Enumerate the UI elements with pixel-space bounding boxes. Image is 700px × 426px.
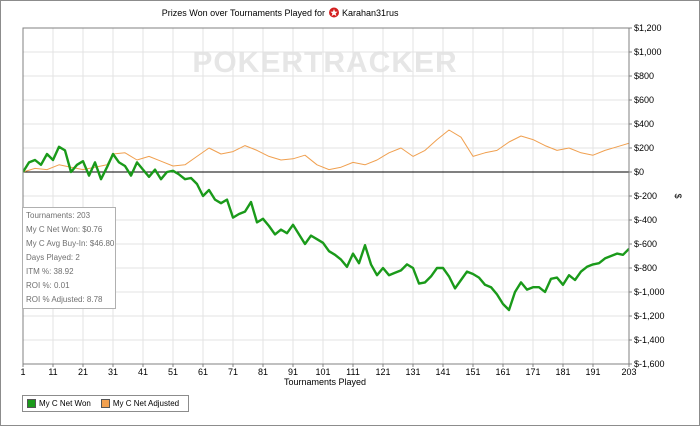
- watermark-text: POKERTRACKER: [192, 46, 457, 79]
- stat-line: My C Avg Buy-In: $46.80: [26, 239, 115, 248]
- series-line-net-adjusted: [23, 129, 629, 173]
- legend-swatch-orange-icon: [100, 399, 110, 408]
- x-tick-label: 51: [168, 367, 178, 377]
- stat-line: ROI %: 0.01: [26, 281, 70, 290]
- legend-label: My C Net Won: [39, 399, 91, 408]
- x-tick-label: 81: [258, 367, 268, 377]
- legend-item-net-won[interactable]: My C Net Won: [27, 399, 91, 408]
- x-tick-label: 131: [405, 367, 420, 377]
- y-tick-label: $0: [634, 167, 644, 177]
- y-tick-label: $600: [634, 95, 654, 105]
- x-tick-label: 171: [525, 367, 540, 377]
- series-line-net-won: [23, 145, 629, 312]
- chart-title: Prizes Won over Tournaments Played for K…: [162, 7, 399, 18]
- stat-line: ROI % Adjusted: 8.78: [26, 295, 103, 304]
- x-tick-label: 91: [288, 367, 298, 377]
- x-tick-label: 11: [48, 367, 57, 377]
- y-tick-label: $800: [634, 71, 654, 81]
- legend: My C Net Won My C Net Adjusted: [22, 395, 189, 412]
- y-tick-label: $-400: [634, 215, 657, 225]
- x-tick-label: 31: [108, 367, 118, 377]
- y-tick-label: $-1,000: [634, 287, 665, 297]
- x-tick-label: 161: [495, 367, 510, 377]
- y-tick-label: $1,200: [634, 23, 662, 33]
- x-tick-label: 101: [315, 367, 330, 377]
- chart-title-player: Karahan31rus: [342, 8, 399, 18]
- x-tick-label: 21: [78, 367, 88, 377]
- y-tick-label: $-200: [634, 191, 657, 201]
- x-tick-label: 121: [375, 367, 390, 377]
- x-tick-label: 41: [138, 367, 148, 377]
- y-axis-title: $: [673, 193, 683, 198]
- stat-line: My C Net Won: $0.76: [26, 225, 103, 234]
- y-tick-label: $400: [634, 119, 654, 129]
- y-tick-label: $200: [634, 143, 654, 153]
- x-tick-label: 151: [465, 367, 480, 377]
- watermark: POKERTRACKER: [192, 46, 457, 79]
- y-tick-label: $1,000: [634, 47, 662, 57]
- stats-box: Tournaments: 203 My C Net Won: $0.76 My C …: [22, 207, 116, 309]
- y-tick-label: $-1,400: [634, 335, 665, 345]
- y-axis: $1,200 $1,000 $800 $600 $400 $200 $0 $-200 $-400…: [629, 23, 665, 369]
- legend-swatch-green-icon: [27, 399, 36, 408]
- stat-line: Days Played: 2: [26, 253, 80, 262]
- stat-line: ITM %: 38.92: [26, 267, 74, 276]
- x-tick-label: 203: [621, 367, 636, 377]
- y-tick-label: $-1,600: [634, 359, 665, 369]
- chart-title-prefix: Prizes Won over Tournaments Played for: [162, 8, 325, 18]
- x-tick-label: 71: [228, 367, 238, 377]
- x-tick-label: 1: [20, 367, 25, 377]
- series-group: [23, 129, 629, 312]
- x-tick-label: 191: [585, 367, 600, 377]
- stat-line: Tournaments: 203: [26, 211, 91, 220]
- x-tick-label: 111: [346, 367, 360, 377]
- y-tick-label: $-800: [634, 263, 657, 273]
- x-axis: 1 11 21 31 41 51 61 71 81 91 101 111 121 131 141 151 161…: [20, 364, 637, 377]
- legend-item-net-adjusted[interactable]: My C Net Adjusted: [100, 399, 180, 408]
- legend-label: My C Net Adjusted: [112, 399, 180, 408]
- pokerstars-logo-icon: [329, 7, 339, 18]
- y-tick-label: $-600: [634, 239, 657, 249]
- x-tick-label: 61: [198, 367, 208, 377]
- x-tick-label: 141: [435, 367, 450, 377]
- x-axis-title: Tournaments Played: [284, 377, 366, 387]
- x-tick-label: 181: [555, 367, 570, 377]
- y-tick-label: $-1,200: [634, 311, 665, 321]
